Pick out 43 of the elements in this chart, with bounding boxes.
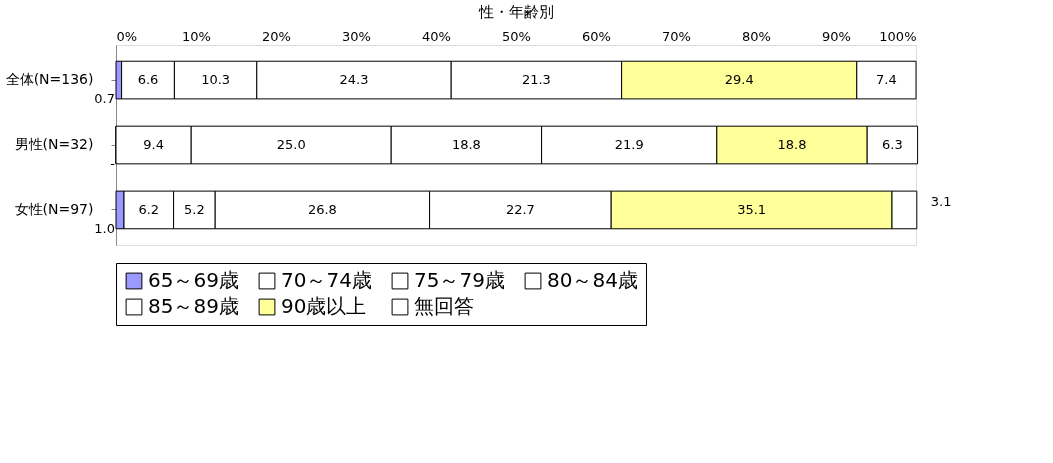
x-tick-label: 40%	[422, 28, 451, 44]
data-label: 6.3	[882, 137, 903, 152]
data-label: 6.2	[138, 201, 160, 217]
data-label: 35.1	[737, 201, 767, 217]
chart-title: 性・年齢別	[477, 3, 554, 21]
data-label: 22.7	[505, 201, 535, 217]
legend-label: 無回答	[414, 294, 474, 318]
data-label: 21.3	[521, 72, 551, 88]
legend-label: 65～69歳	[148, 268, 239, 292]
x-tick-label: 30%	[342, 28, 371, 44]
x-tick-label: 20%	[262, 28, 291, 44]
y-tick-label: 女性(N=97)	[14, 200, 94, 217]
data-label: 29.4	[724, 72, 754, 88]
data-label: 9.4	[143, 137, 164, 152]
y-tick-label: 全体(N=136)	[5, 71, 94, 88]
data-label: 24.3	[339, 72, 369, 88]
x-tick-label: 80%	[742, 28, 771, 44]
data-label: 1.0	[94, 220, 115, 236]
data-label: 0.7	[94, 91, 115, 107]
legend-label: 90歳以上	[281, 294, 367, 318]
data-label: 26.8	[307, 201, 337, 217]
data-label: 25.0	[276, 137, 306, 152]
legend-label: 75～79歳	[414, 268, 505, 292]
data-label: 18.8	[777, 137, 807, 152]
data-label: 5.2	[184, 201, 205, 217]
data-label: 10.3	[201, 72, 231, 88]
x-tick-label: 90%	[822, 28, 851, 44]
y-tick-label: 男性(N=32)	[14, 136, 94, 152]
data-label: 3.1	[930, 193, 952, 209]
data-label: 21.9	[614, 137, 644, 152]
data-label: 7.4	[876, 72, 897, 88]
legend-label: 80～84歳	[547, 268, 638, 292]
legend-label: 70～74歳	[281, 268, 372, 292]
x-tick-label: 50%	[502, 28, 531, 44]
x-tick-label: 70%	[662, 28, 691, 44]
x-tick-label: 0%	[116, 28, 138, 44]
x-tick-label: 10%	[182, 28, 211, 44]
data-label: 18.8	[451, 137, 481, 152]
legend-label: 85～89歳	[148, 294, 239, 318]
x-tick-label: 60%	[582, 28, 611, 44]
data-label: 6.6	[137, 72, 159, 88]
x-tick-label: 100%	[879, 28, 917, 44]
annotation: -	[110, 156, 116, 171]
